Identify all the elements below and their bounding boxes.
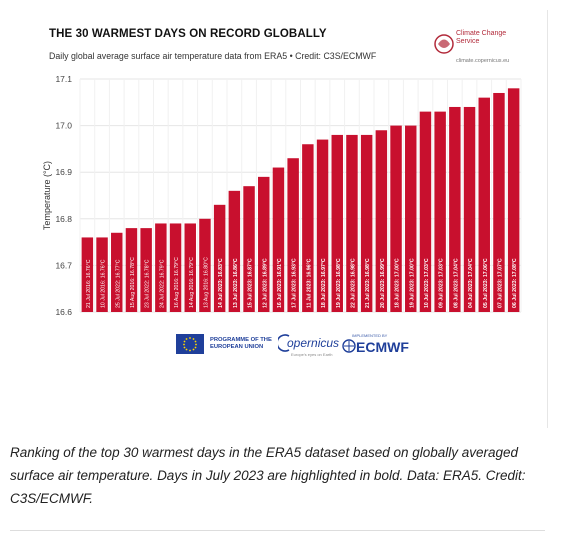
eu-programme-text: PROGRAMME OF THE EUROPEAN UNION bbox=[210, 337, 272, 350]
bar bbox=[243, 186, 255, 312]
bar-data-label: 14 Aug 2016: 16.79°C bbox=[189, 257, 195, 308]
bar-data-label: 06 Jul 2023: 17.08°C bbox=[512, 258, 518, 308]
ccs-logo-text: Climate Change Service bbox=[456, 30, 507, 45]
bar-data-label: 16 Jul 2023: 16.91°C bbox=[277, 258, 283, 308]
bar-data-label: 13 Jul 2023: 16.86°C bbox=[233, 258, 239, 308]
bar-data-label: 05 Jul 2023: 17.06°C bbox=[483, 258, 489, 308]
bar bbox=[375, 130, 388, 312]
chart-title: THE 30 WARMEST DAYS ON RECORD GLOBALLY bbox=[49, 28, 327, 40]
bar bbox=[302, 144, 314, 312]
y-tick-label: 16.9 bbox=[55, 167, 72, 177]
bar-data-label: 07 Jul 2023: 17.07°C bbox=[497, 258, 503, 308]
caption-box bbox=[10, 430, 545, 531]
bar-data-label: 21 Jul 2016: 16.76°C bbox=[86, 259, 92, 308]
copernicus-logo-icon bbox=[278, 334, 290, 352]
bar bbox=[272, 167, 285, 312]
bar-data-label: 09 Jul 2023: 17.03°C bbox=[439, 258, 445, 308]
bar-data-label: 14 Jul 2023: 16.83°C bbox=[218, 258, 224, 308]
bar bbox=[140, 228, 152, 312]
bar-data-label: 19 Jul 2023: 17.00°C bbox=[409, 258, 415, 308]
bar-data-label: 04 Jul 2023: 17.04°C bbox=[468, 258, 474, 308]
ccs-logo-swirl bbox=[438, 39, 450, 48]
bar bbox=[390, 125, 402, 312]
y-tick-label: 16.8 bbox=[55, 214, 72, 224]
bar bbox=[316, 139, 329, 312]
bar bbox=[405, 125, 417, 312]
bar bbox=[478, 97, 490, 312]
bar bbox=[111, 232, 123, 312]
bar-data-label: 23 Jul 2022: 16.78°C bbox=[145, 259, 151, 308]
bar bbox=[287, 158, 299, 312]
bar-data-label: 21 Jul 2023: 16.98°C bbox=[365, 258, 371, 308]
y-tick-label: 16.6 bbox=[55, 307, 72, 317]
bar bbox=[434, 111, 446, 313]
y-tick-label: 16.7 bbox=[55, 260, 72, 270]
bar-chart: 16.6 16.7 16.8 16.9 17.0 17.1 Temperature (°C)… bbox=[42, 74, 522, 317]
bar-data-label: 25 Jul 2022: 16.77°C bbox=[115, 259, 121, 308]
eu-stars bbox=[183, 337, 197, 352]
bar-data-label: 19 Jul 2023: 16.98°C bbox=[336, 258, 342, 308]
ecmwf-logo-icon bbox=[342, 339, 356, 353]
bar-data-label: 12 Jul 2023: 16.89°C bbox=[262, 258, 268, 308]
bar-data-label: 10 Jul 2016: 16.76°C bbox=[101, 259, 107, 308]
bar bbox=[493, 92, 505, 312]
chart-subtitle: Daily global average surface air tempera… bbox=[49, 51, 377, 61]
bar-data-label: 10 Jul 2023: 17.03°C bbox=[424, 258, 430, 308]
bar bbox=[81, 237, 94, 312]
bar bbox=[463, 106, 476, 313]
ecmwf-implemented-text: IMPLEMENTED BY bbox=[352, 333, 388, 338]
bar bbox=[331, 134, 343, 312]
bar bbox=[184, 223, 196, 312]
climate-change-service-logo bbox=[434, 34, 454, 54]
bar bbox=[449, 106, 461, 313]
bar-data-label: 18 Jul 2023: 16.97°C bbox=[321, 258, 327, 308]
bar-data-label: 24 Jul 2022: 16.79°C bbox=[159, 259, 165, 308]
bar-data-label: 17 Jul 2023: 16.93°C bbox=[292, 258, 298, 308]
y-axis-label: Temperature (°C) bbox=[42, 161, 52, 230]
bar-data-label: 20 Jul 2023: 16.99°C bbox=[380, 258, 386, 308]
y-tick-label: 17.0 bbox=[55, 121, 72, 131]
bar bbox=[199, 218, 211, 312]
bar bbox=[169, 223, 182, 312]
bar bbox=[228, 190, 241, 312]
bar-data-label: 15 Jul 2023: 16.87°C bbox=[248, 258, 254, 308]
bar bbox=[360, 134, 373, 312]
bar bbox=[258, 176, 270, 312]
copernicus-subtext: Europe's eyes on Earth bbox=[291, 352, 333, 357]
partner-logos: PROGRAMME OF THE EUROPEAN UNION opernicu… bbox=[170, 330, 500, 358]
ccs-logo-circle bbox=[434, 34, 454, 54]
bar bbox=[507, 88, 520, 312]
y-tick-label: 17.1 bbox=[55, 74, 72, 84]
figure-caption: Ranking of the top 30 warmest days in th… bbox=[10, 445, 526, 506]
bar bbox=[96, 237, 108, 312]
bar bbox=[213, 204, 226, 312]
copernicus-text: opernicus bbox=[287, 336, 340, 350]
bar-data-label: 11 Jul 2023: 16.96°C bbox=[306, 258, 312, 308]
bar-data-label: 15 Aug 2016: 16.78°C bbox=[130, 257, 136, 308]
eu-flag-icon bbox=[176, 334, 204, 354]
bar-data-label: 16 Aug 2016: 16.79°C bbox=[174, 257, 180, 308]
ccs-url[interactable]: climate.copernicus.eu bbox=[456, 58, 510, 64]
bar-data-label: 22 Jul 2023: 16.98°C bbox=[350, 258, 356, 308]
ecmwf-text: ECMWF bbox=[356, 339, 409, 355]
bar bbox=[125, 228, 138, 312]
bar-data-label: 18 Jul 2023: 17.00°C bbox=[395, 258, 401, 308]
bar bbox=[346, 134, 358, 312]
bar bbox=[419, 111, 432, 313]
bar-data-label: 13 Aug 2016: 16.80°C bbox=[203, 257, 209, 308]
bar-data-label: 08 Jul 2023: 17.04°C bbox=[453, 258, 459, 308]
bar bbox=[155, 223, 167, 312]
